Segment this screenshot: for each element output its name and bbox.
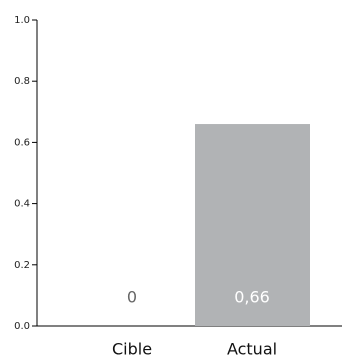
x-tick-label: Actual bbox=[227, 340, 277, 356]
x-tick-label: Cible bbox=[112, 340, 152, 356]
y-tick-label: 0.6 bbox=[14, 137, 30, 148]
value-label: 0 bbox=[127, 288, 137, 307]
y-tick-label: 0.2 bbox=[14, 260, 30, 271]
y-tick-label: 0.8 bbox=[14, 76, 30, 87]
y-tick-label: 1.0 bbox=[14, 15, 30, 26]
value-label: 0,66 bbox=[234, 288, 270, 307]
y-tick-label: 0.4 bbox=[14, 199, 30, 210]
bar bbox=[195, 124, 310, 326]
y-tick-label: 0.0 bbox=[14, 321, 30, 332]
